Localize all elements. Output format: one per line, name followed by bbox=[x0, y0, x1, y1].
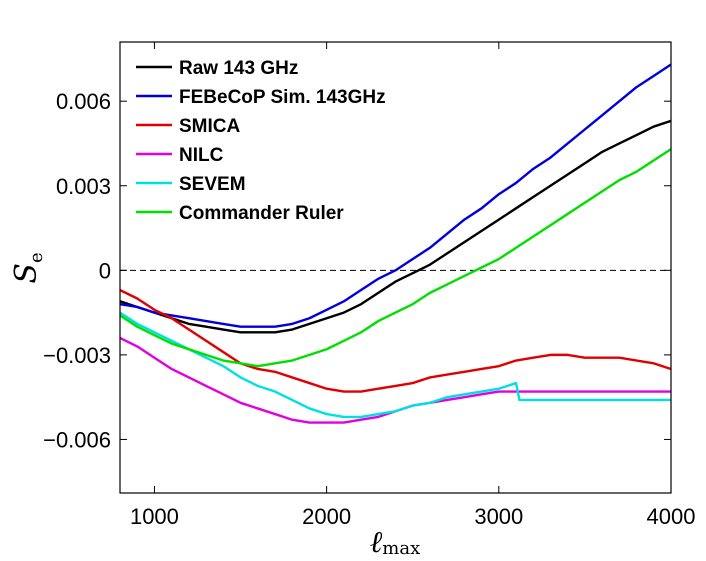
x-axis-label: ℓmax bbox=[370, 525, 420, 560]
x-tick-label: 3000 bbox=[474, 504, 523, 529]
tick-layer: 1000 2000 3000 4000 0.006 0.003 0 −0.003 −0.006 bbox=[43, 42, 695, 529]
y-tick-label: −0.006 bbox=[43, 427, 111, 452]
series-line-0 bbox=[119, 119, 672, 334]
series-layer bbox=[119, 63, 672, 424]
y-tick-label: 0.003 bbox=[56, 174, 111, 199]
legend-label-3: NILC bbox=[179, 145, 224, 166]
plot-background bbox=[120, 42, 671, 493]
y-tick-label: −0.003 bbox=[43, 343, 111, 368]
y-axis-label-main: S bbox=[9, 263, 44, 284]
legend-label-1: FEBeCoP Sim. 143GHz bbox=[179, 87, 386, 108]
series-line-4 bbox=[119, 311, 671, 419]
series-line-5 bbox=[119, 148, 672, 368]
legend-label-4: SEVEM bbox=[179, 174, 246, 195]
y-axis-label: Se bbox=[9, 252, 47, 283]
x-axis-label-sub: max bbox=[382, 538, 420, 559]
plot-frame bbox=[119, 41, 672, 494]
legend: Raw 143 GHz FEBeCoP Sim. 143GHz SMICA NILC S… bbox=[136, 58, 386, 224]
y-tick-label: 0 bbox=[99, 258, 111, 283]
y-axis-label-sub: e bbox=[26, 252, 47, 263]
y-tick-label: 0.006 bbox=[56, 89, 111, 114]
x-tick-label: 2000 bbox=[302, 504, 351, 529]
x-tick-label: 4000 bbox=[647, 504, 696, 529]
series-line-2 bbox=[119, 288, 672, 393]
legend-label-0: Raw 143 GHz bbox=[179, 58, 298, 79]
series-line-1 bbox=[119, 63, 672, 328]
x-axis-label-main: ℓ bbox=[370, 525, 383, 560]
x-tick-label: 1000 bbox=[130, 504, 179, 529]
legend-label-2: SMICA bbox=[179, 116, 241, 137]
legend-label-5: Commander Ruler bbox=[179, 203, 344, 224]
